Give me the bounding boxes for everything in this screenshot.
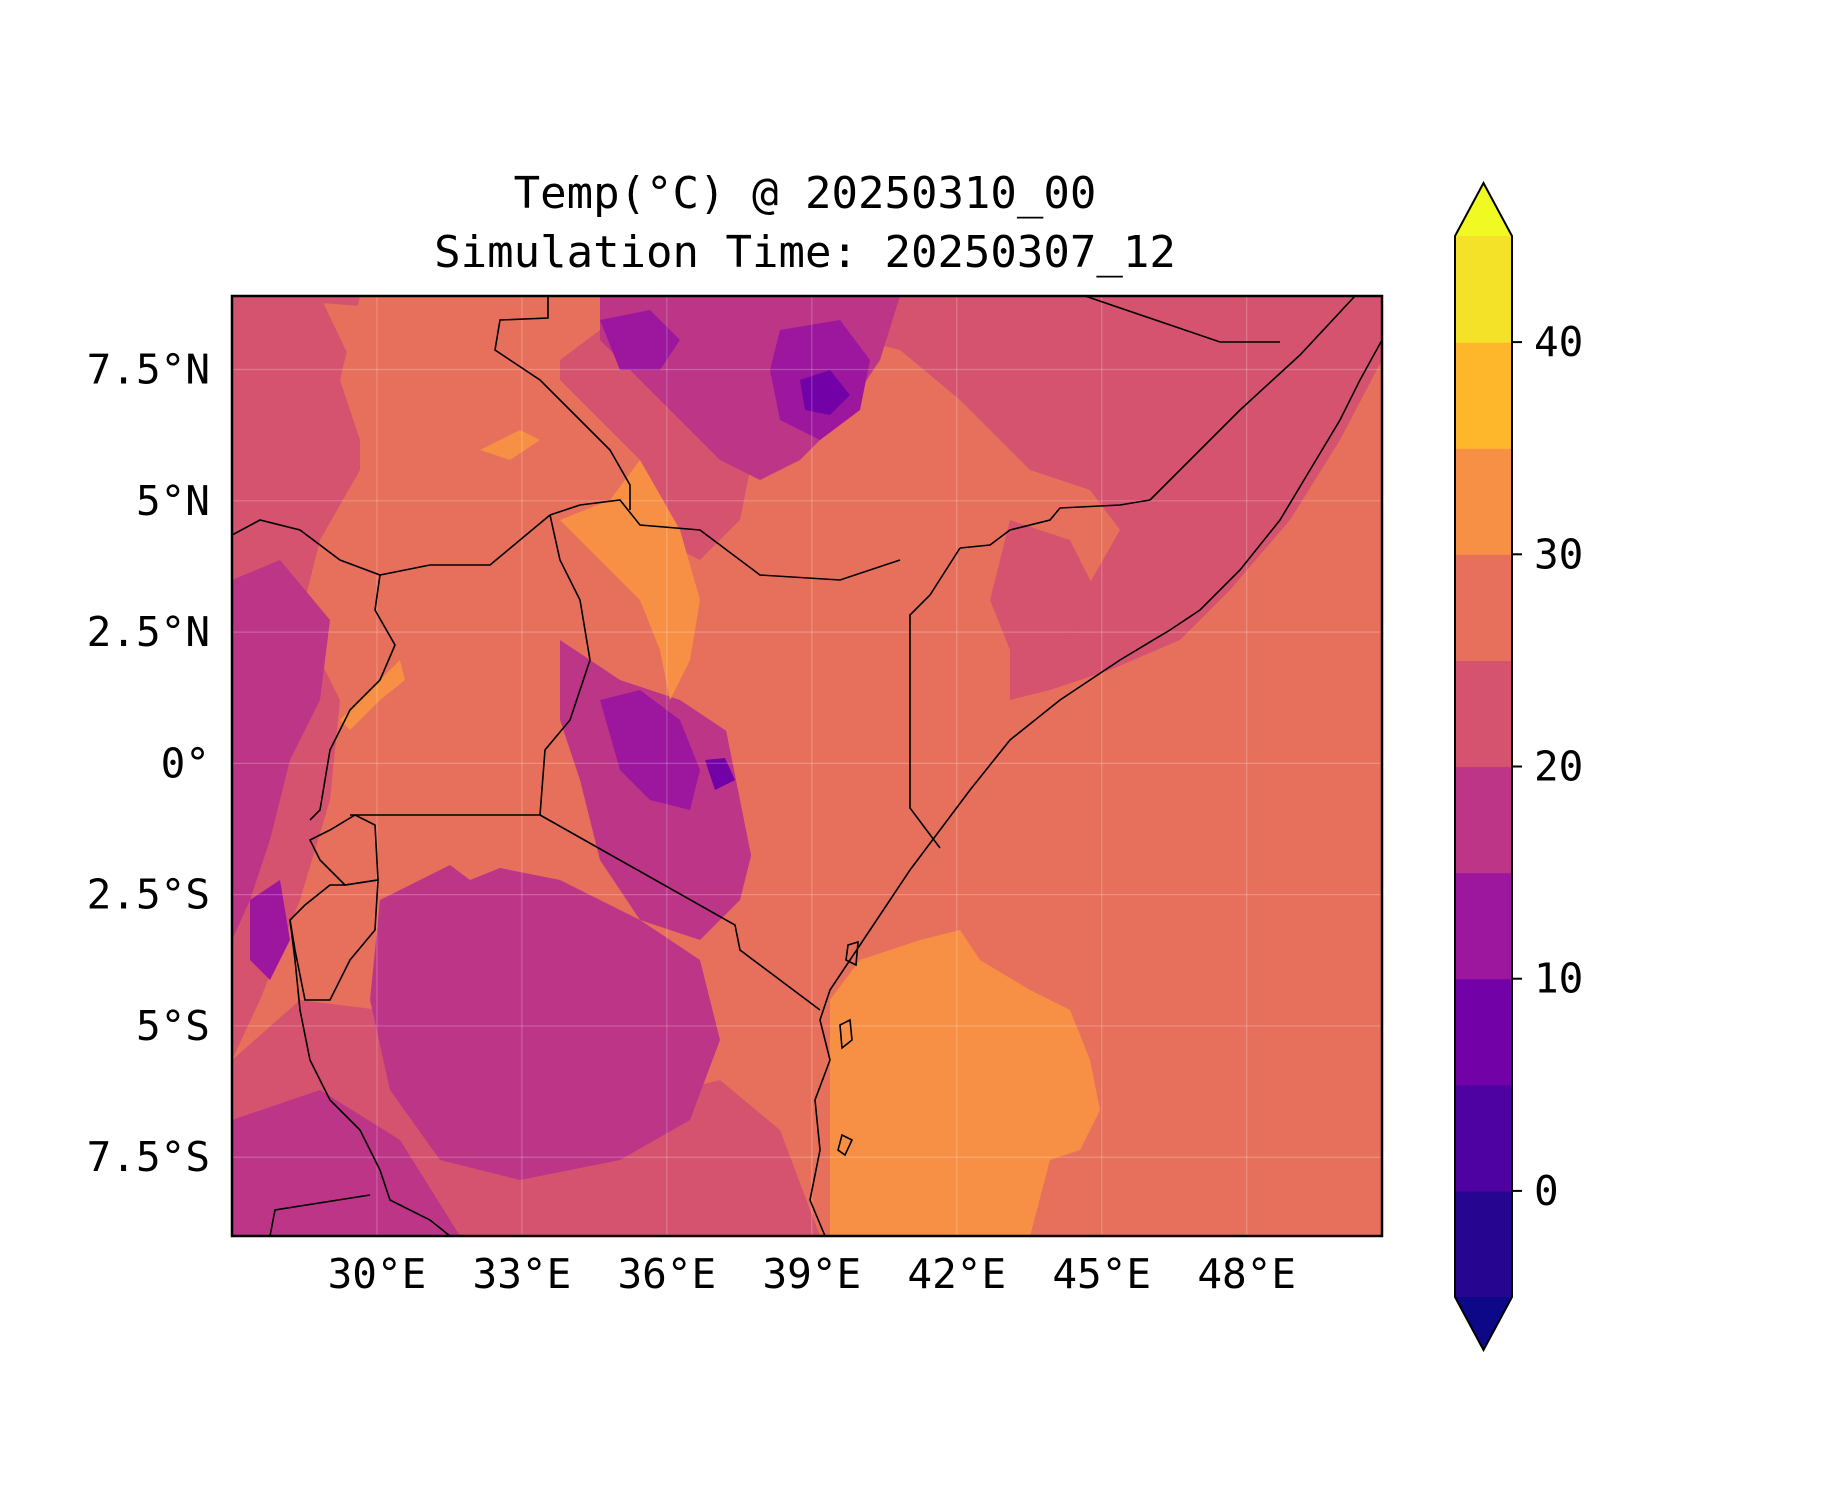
- lat-tick-label: 7.5°S: [87, 1133, 210, 1181]
- coastline: [809, 339, 1382, 1236]
- colorbar-tick-label: 20: [1534, 743, 1583, 791]
- rwanda-border: [308, 814, 379, 886]
- colorbar-tick-label: 10: [1534, 955, 1583, 1003]
- lon-tick-label: 45°E: [1052, 1250, 1151, 1298]
- colorbar-segment: [1455, 1084, 1512, 1192]
- lat-tick-label: 7.5°N: [87, 346, 210, 394]
- lon-tick-label: 42°E: [907, 1250, 1006, 1298]
- map-gridlines: [232, 296, 1382, 1236]
- colorbar-extend-max: [1455, 183, 1512, 236]
- map-frame: [230, 294, 1384, 1238]
- uganda-drc-border: [309, 574, 396, 821]
- colorbar-segment: [1455, 766, 1512, 874]
- kenya-highlands-10-15-zone: [600, 690, 700, 810]
- country-boundaries: [232, 296, 1382, 1236]
- lat-tick-label: 5°N: [136, 477, 210, 525]
- lake-region-15-20-zone: [232, 560, 330, 940]
- uganda-kenya-border: [539, 514, 591, 816]
- kenya-tanzania-border: [539, 814, 821, 1011]
- south-15-20-zone: [232, 1090, 460, 1236]
- zambia-border: [269, 1194, 371, 1236]
- lon-tick-label: 39°E: [762, 1250, 861, 1298]
- map-title-line2: Simulation Time: 20250307_12: [434, 227, 1176, 278]
- ethiopia-kenya-border: [959, 499, 1151, 549]
- turkana-30-35-zone: [560, 460, 700, 700]
- ethiopia-5-10-zone: [800, 370, 850, 415]
- lon-tick-label: 33°E: [473, 1250, 572, 1298]
- colorbar-segment: [1455, 342, 1512, 449]
- colorbar-segment: [1455, 978, 1512, 1086]
- colorbar-tick-label: 0: [1534, 1167, 1559, 1215]
- colorbar-outline: [1454, 180, 1513, 1353]
- burundi-border: [289, 879, 379, 1001]
- colorbar-segment: [1455, 448, 1512, 555]
- colorbar-segment: [1455, 660, 1512, 768]
- sudan-30-35-spot: [480, 430, 540, 460]
- lake-tanganyika-coast: [289, 919, 451, 1236]
- colorbar-segment: [1455, 236, 1512, 343]
- pemba-island: [845, 940, 859, 967]
- kenya-25-30-zone: [700, 500, 1000, 1000]
- tanzania-15-20-zone: [370, 860, 720, 1180]
- temperature-colorbar: 0 10 20 30 40: [1454, 180, 1583, 1353]
- lon-tick-label: 36°E: [617, 1250, 716, 1298]
- lon-tick-label: 30°E: [328, 1250, 427, 1298]
- lat-tick-label: 5°S: [136, 1002, 210, 1050]
- latitude-tick-labels: 7.5°N 5°N 2.5°N 0° 2.5°S 5°S 7.5°S: [87, 346, 210, 1182]
- kivu-10-15-zone: [250, 880, 290, 980]
- kenya-5-10-zone: [705, 758, 735, 790]
- colorbar-segment: [1455, 554, 1512, 661]
- north-10-15-zone: [600, 310, 680, 370]
- uganda-25-30-zone: [420, 740, 540, 880]
- colorbar-segment: [1455, 872, 1512, 980]
- east-ethiopia-high-zone: [990, 520, 1100, 650]
- mafia-island: [837, 1133, 854, 1157]
- lat-tick-label: 2.5°N: [87, 608, 210, 656]
- sudan-25-30-zone: [340, 296, 600, 560]
- ssudan-kenya-border: [549, 499, 901, 581]
- lat-tick-label: 0°: [161, 739, 210, 787]
- albert-30-35-zone: [340, 660, 405, 730]
- colorbar-extend-min: [1455, 1297, 1512, 1350]
- longitude-tick-labels: 30°E 33°E 36°E 39°E 42°E 45°E 48°E: [328, 1250, 1296, 1298]
- colorbar-tick-label: 30: [1534, 530, 1583, 578]
- colorbar-segment: [1455, 1190, 1512, 1298]
- ssudan-ethiopia-border: [494, 296, 631, 510]
- ethiopia-somalia-border: [1149, 296, 1356, 501]
- lon-tick-label: 48°E: [1197, 1250, 1296, 1298]
- colorbar-tick-label: 40: [1534, 318, 1583, 366]
- lat-tick-label: 2.5°S: [87, 871, 210, 919]
- map-title-line1: Temp(°C) @ 20250310_00: [513, 168, 1097, 219]
- kenya-somalia-border: [909, 547, 961, 849]
- zanzibar-island: [839, 1018, 853, 1050]
- somaliland-border: [1084, 296, 1280, 343]
- ocean-30-35-zone: [830, 930, 1100, 1236]
- temperature-field: [232, 296, 1382, 1236]
